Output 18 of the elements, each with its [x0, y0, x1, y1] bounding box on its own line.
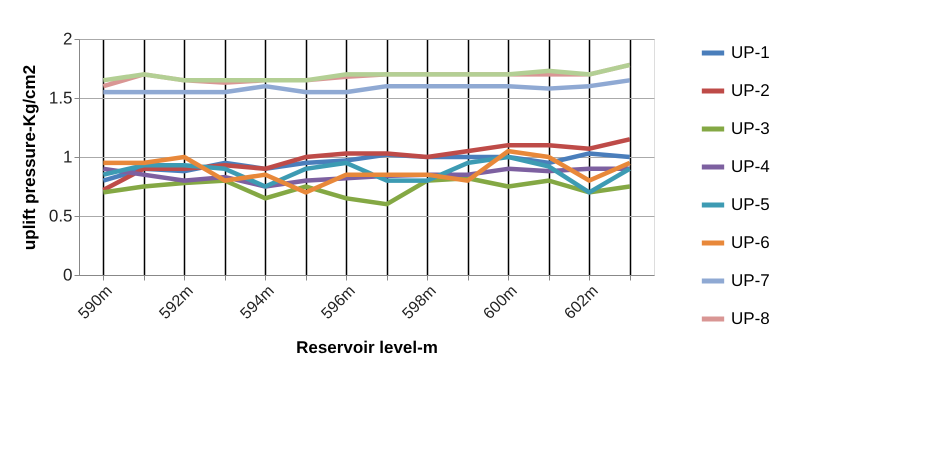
line-series — [101, 78, 632, 94]
line-series — [101, 137, 632, 192]
y-tick-label: 0 — [63, 266, 72, 284]
legend-label: UP-7 — [731, 271, 770, 290]
legend-label: UP-2 — [731, 81, 770, 100]
x-axis-title: Reservoir level-m — [296, 338, 438, 358]
y-tick-label: 1.5 — [48, 88, 72, 108]
y-tick-label: 1 — [63, 148, 72, 166]
line-series — [101, 62, 632, 83]
y-tick-label: 0.5 — [48, 206, 72, 226]
legend-label: UP-1 — [731, 43, 770, 62]
y-axis-title: uplift pressure-Kg/cm2 — [20, 64, 39, 250]
legend-label: UP-3 — [731, 119, 770, 138]
legend-label: UP-6 — [731, 233, 770, 252]
legend-label: UP-8 — [731, 309, 770, 328]
legend-label: UP-5 — [731, 195, 770, 214]
legend-label: UP-4 — [731, 157, 770, 176]
y-tick-label: 2 — [63, 30, 72, 48]
